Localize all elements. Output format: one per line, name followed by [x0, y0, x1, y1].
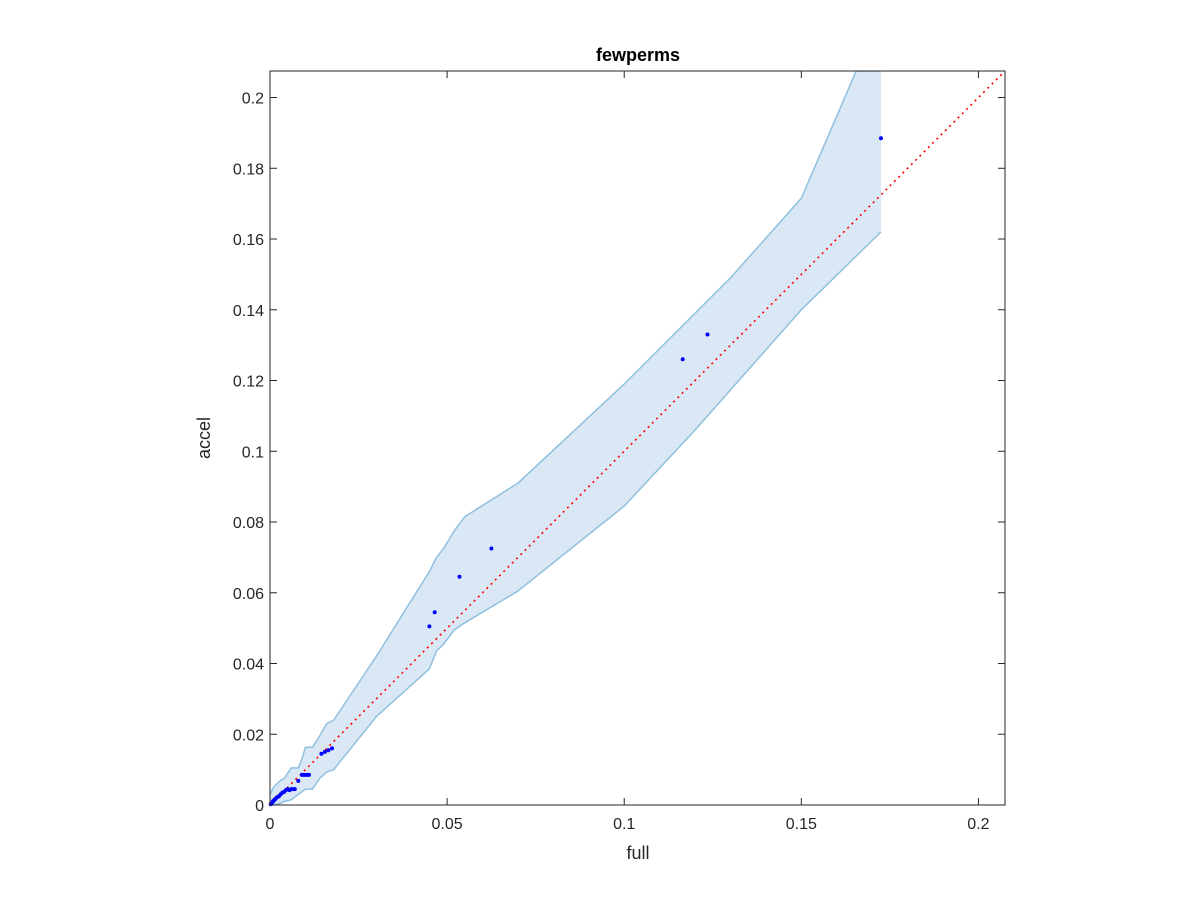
- confidence-band: [270, 71, 881, 805]
- data-point: [326, 748, 331, 753]
- x-axis-label: full: [626, 843, 649, 863]
- y-tick-label: 0.04: [233, 657, 264, 674]
- y-tick-label: 0.16: [233, 232, 264, 249]
- data-point: [879, 136, 883, 141]
- y-tick-label: 0: [255, 798, 264, 815]
- data-point: [292, 787, 297, 792]
- x-tick-label: 0.05: [432, 816, 463, 833]
- y-tick-label: 0.18: [233, 161, 264, 178]
- data-point: [432, 610, 437, 615]
- y-axis-label: accel: [194, 417, 214, 459]
- y-tick-label: 0.12: [233, 374, 264, 391]
- y-tick-label: 0.14: [233, 303, 264, 320]
- y-tick-label: 0.06: [233, 586, 264, 603]
- data-point: [427, 624, 432, 629]
- x-tick-label: 0.15: [786, 816, 817, 833]
- chart-title: fewperms: [596, 45, 680, 65]
- x-tick-label: 0.2: [967, 816, 989, 833]
- x-tick-label: 0: [266, 816, 275, 833]
- x-tick-label: 0.1: [613, 816, 635, 833]
- plot-area: 0 0.05 0.1 0.15 0.2 0 0.02 0.04 0.06 0.08 0.1 0.12 0…: [233, 70, 1006, 833]
- data-point: [330, 746, 334, 751]
- y-tick-label: 0.08: [233, 515, 264, 532]
- data-point: [322, 749, 327, 754]
- data-point: [457, 574, 462, 579]
- y-tick-label: 0.02: [233, 727, 264, 744]
- data-point: [296, 778, 301, 783]
- band-upper-edge: [270, 71, 881, 795]
- axes-box: [269, 70, 1006, 806]
- data-point: [680, 357, 685, 362]
- data-point: [319, 751, 324, 756]
- reference-line: [270, 71, 1005, 805]
- y-tick-label: 0.1: [242, 444, 264, 461]
- data-point: [705, 332, 710, 337]
- data-point: [307, 772, 311, 777]
- y-tick-label: 0.2: [242, 91, 264, 108]
- band-lower-edge: [270, 231, 882, 805]
- data-point: [489, 546, 494, 551]
